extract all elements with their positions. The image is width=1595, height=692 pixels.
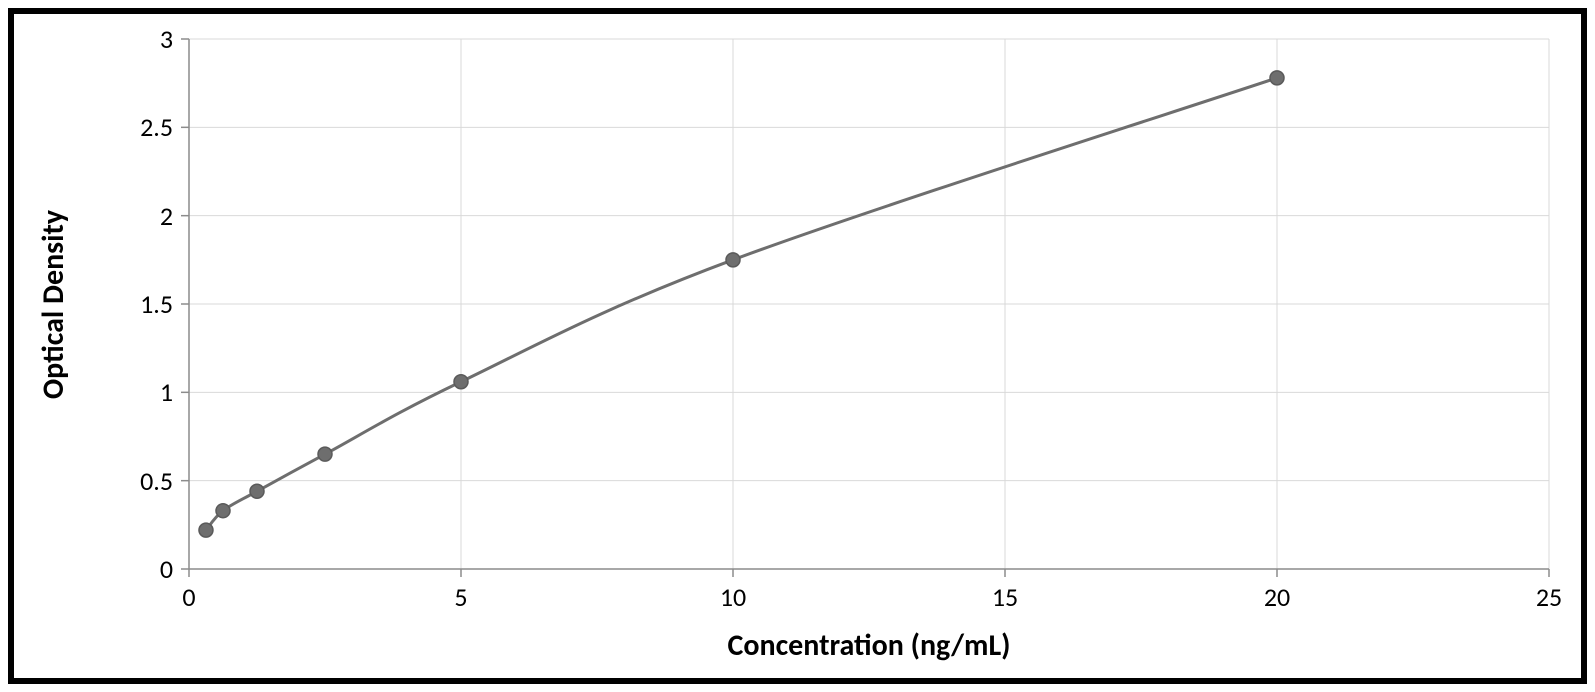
y-tick-label: 1.5 [140,288,173,320]
x-tick-label: 10 [720,581,746,613]
data-point-marker [318,447,332,461]
data-point-marker [1270,71,1284,85]
data-point-marker [250,484,264,498]
x-tick-label: 5 [454,581,467,613]
data-point-marker [726,253,740,267]
y-tick-label: 3 [160,23,173,55]
chart-svg [14,14,1581,678]
data-point-marker [216,504,230,518]
chart-outer-frame: Optical Density Concentration (ng/mL) 00… [8,8,1587,684]
x-tick-label: 0 [182,581,195,613]
y-tick-label: 0 [160,553,173,585]
y-tick-label: 1 [160,376,173,408]
chart-container: Optical Density Concentration (ng/mL) 00… [14,14,1581,678]
x-tick-label: 25 [1536,581,1562,613]
x-tick-label: 15 [992,581,1018,613]
y-tick-label: 2 [160,200,173,232]
y-tick-label: 2.5 [140,111,173,143]
data-point-marker [199,523,213,537]
x-tick-label: 20 [1264,581,1290,613]
y-tick-label: 0.5 [140,465,173,497]
data-point-marker [454,375,468,389]
